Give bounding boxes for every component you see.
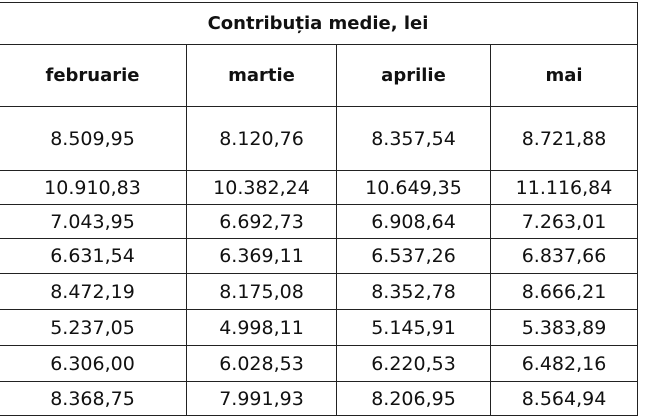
table-cell: 8.368,75	[0, 381, 186, 416]
table-cell: 6.369,11	[186, 238, 336, 273]
table-cell: 6.692,73	[186, 204, 336, 238]
table-cell: 7.043,95	[0, 204, 186, 238]
table-cell: 6.028,53	[186, 345, 336, 381]
column-header-march: martie	[186, 44, 336, 106]
table-cell: 8.175,08	[186, 273, 336, 309]
table-cell: 10.649,35	[336, 170, 490, 204]
table-cell: 4.998,11	[186, 309, 336, 345]
table-cell: 11.116,84	[490, 170, 638, 204]
column-header-april: aprilie	[336, 44, 490, 106]
table-cell: 5.145,91	[336, 309, 490, 345]
table-cell: 8.472,19	[0, 273, 186, 309]
table-cell: 8.721,88	[490, 106, 638, 170]
table-cell: 8.564,94	[490, 381, 638, 416]
table-cell: 10.910,83	[0, 170, 186, 204]
table-cell: 5.383,89	[490, 309, 638, 345]
table-cell: 5.237,05	[0, 309, 186, 345]
table-cell: 6.306,00	[0, 345, 186, 381]
table-cell: 8.357,54	[336, 106, 490, 170]
table-cell: 8.206,95	[336, 381, 490, 416]
column-header-may: mai	[490, 44, 638, 106]
table-title: Contribuția medie, lei	[0, 2, 638, 44]
contributions-table: Contribuția medie, lei februarie martie ap…	[0, 2, 638, 420]
table-cell: 8.509,95	[0, 106, 186, 170]
table-cell: 6.482,16	[490, 345, 638, 381]
table-cell: 7.991,93	[186, 381, 336, 416]
table-cell: 7.263,01	[490, 204, 638, 238]
table-cell: 6.631,54	[0, 238, 186, 273]
table-cell: 8.666,21	[490, 273, 638, 309]
table-cell: 8.120,76	[186, 106, 336, 170]
table-cell: 6.908,64	[336, 204, 490, 238]
table-cell: 6.837,66	[490, 238, 638, 273]
table-cell: 6.537,26	[336, 238, 490, 273]
column-header-february: februarie	[0, 44, 186, 106]
table-cell: 8.352,78	[336, 273, 490, 309]
table-cell: 10.382,24	[186, 170, 336, 204]
table-cell: 6.220,53	[336, 345, 490, 381]
